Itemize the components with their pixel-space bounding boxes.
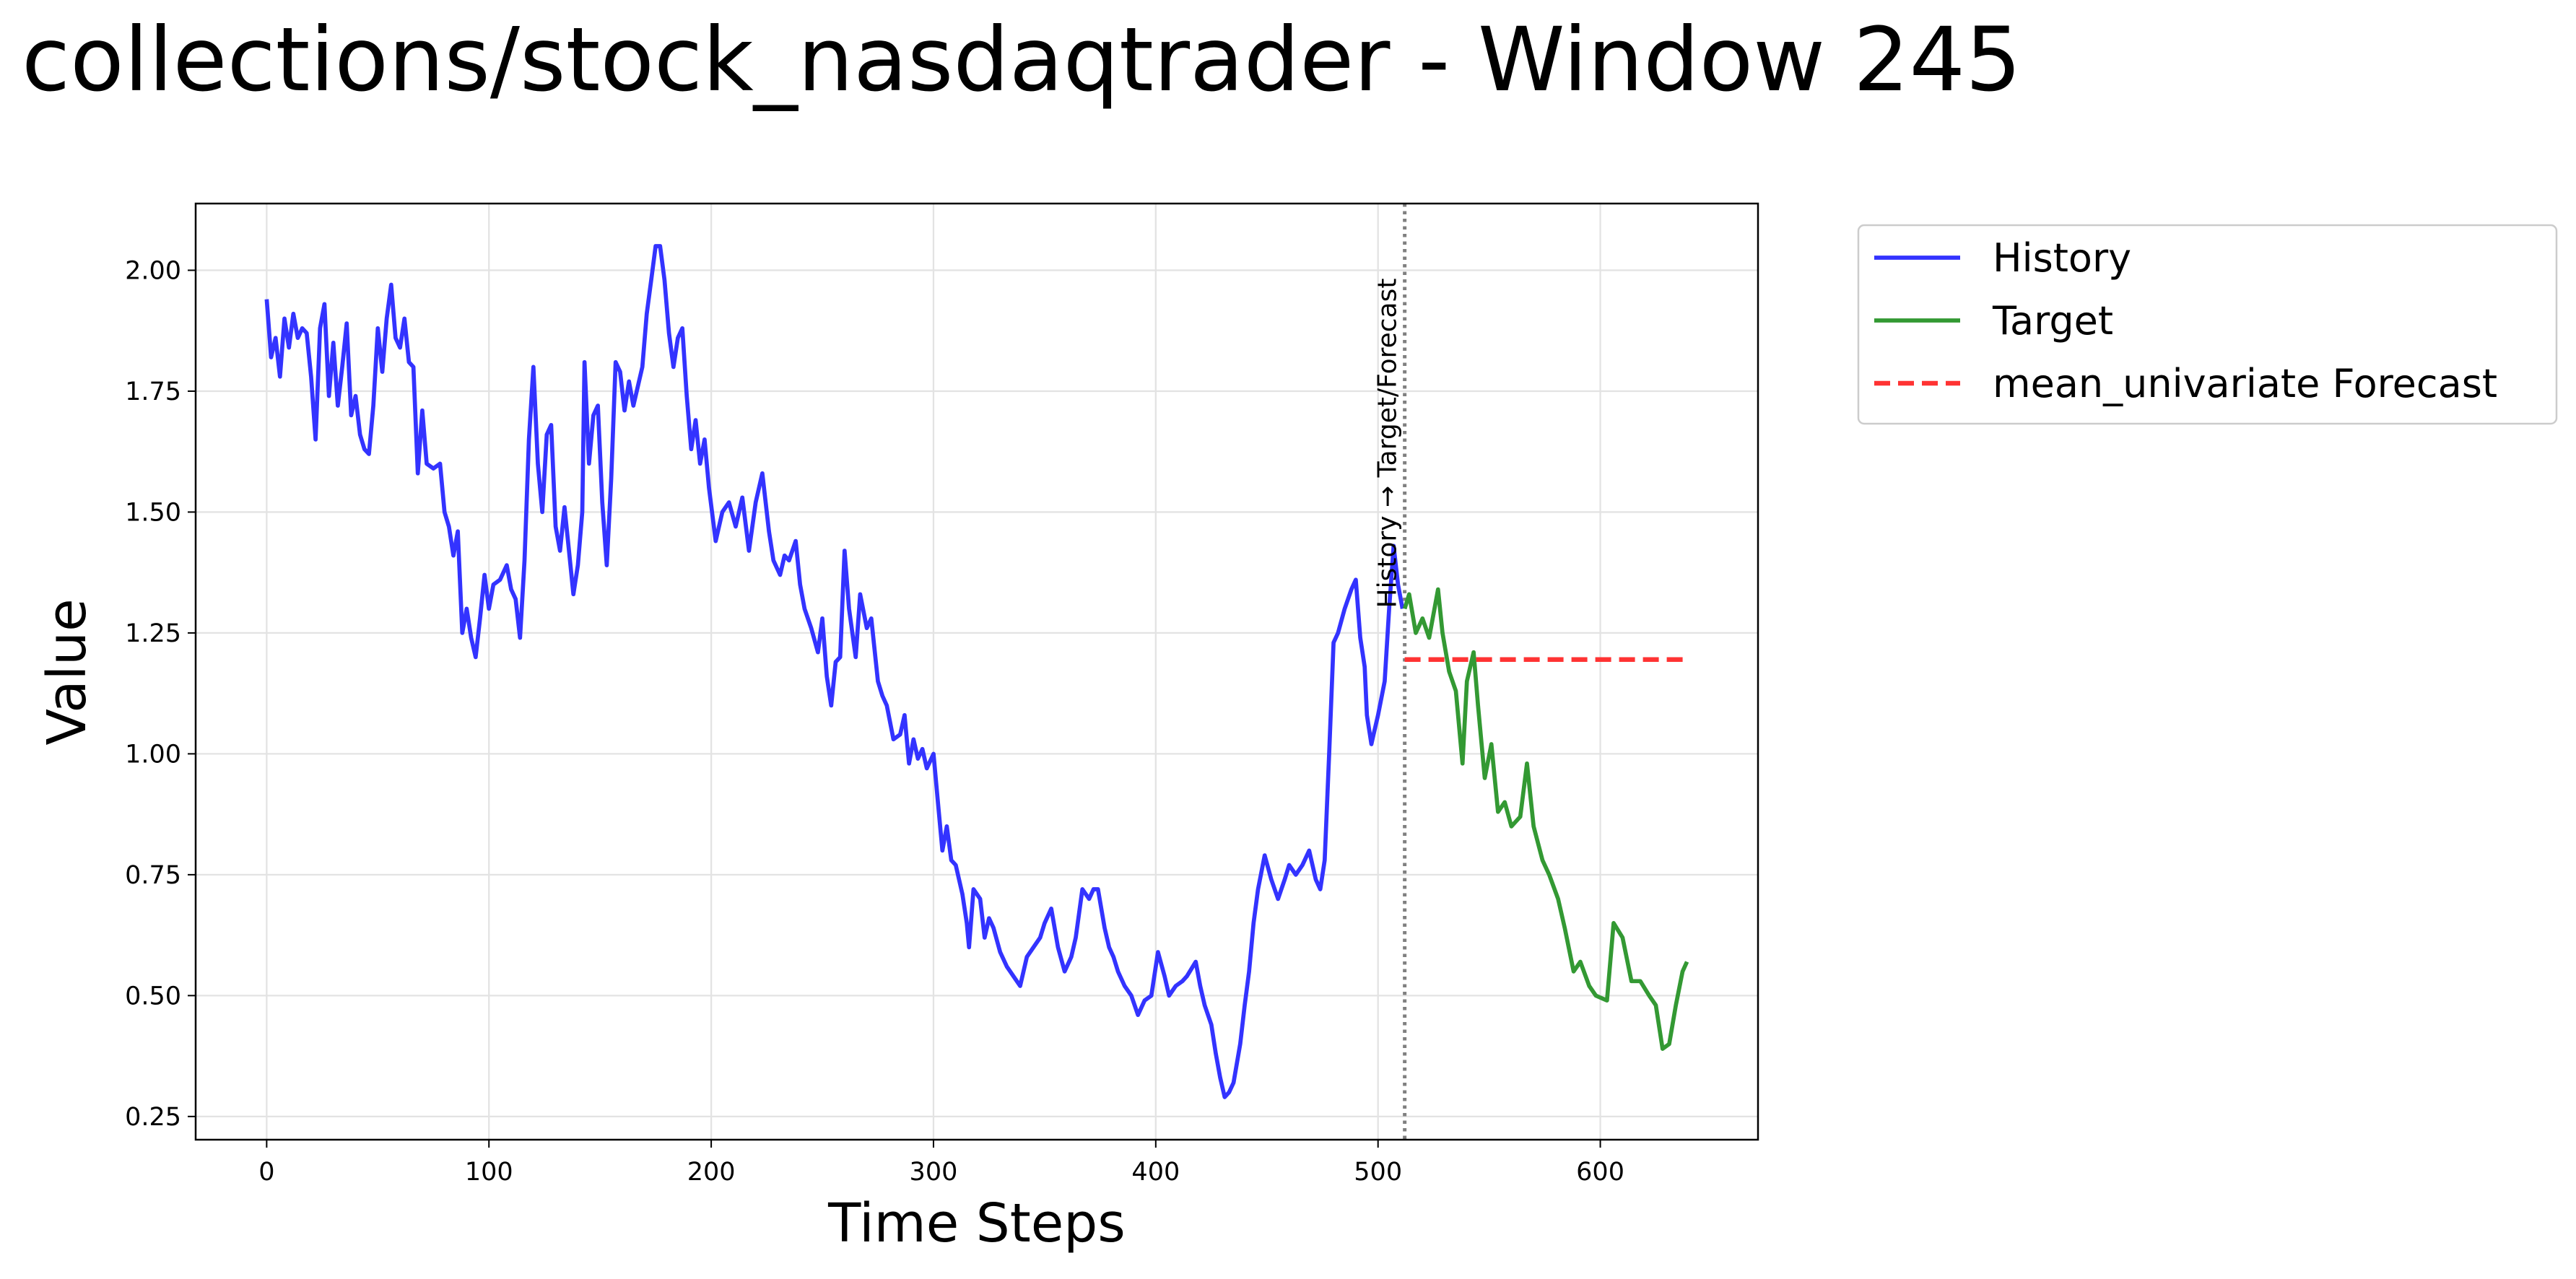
x-axis-label: Time Steps [827,1192,1126,1254]
y-tick-label: 1.00 [125,740,181,769]
divider-label: History → Target/Forecast [1373,279,1403,608]
x-tick-label: 300 [910,1158,958,1187]
y-tick-label: 1.25 [125,619,181,648]
y-tick-label: 0.25 [125,1103,181,1132]
y-tick-label: 2.00 [125,256,181,285]
y-tick-label: 0.75 [125,861,181,890]
plot-frame [194,202,1759,1141]
legend-label: Target [1992,298,2113,344]
legend-box [1857,224,2558,425]
series-line [1402,587,1689,1051]
x-tick-label: 200 [687,1158,736,1187]
legend-label: mean_univariate Forecast [1993,361,2497,406]
x-tick-label: 0 [258,1158,274,1187]
y-axis-label: Value [36,598,98,745]
y-tick-label: 1.75 [125,377,181,406]
chart-title: collections/stock_nasdaqtrader - Window … [22,9,2022,111]
x-tick-label: 400 [1131,1158,1180,1187]
series-line [264,244,1405,1099]
x-tick-label: 500 [1354,1158,1402,1187]
x-tick-label: 600 [1576,1158,1624,1187]
x-tick-label: 100 [465,1158,513,1187]
legend-label: History [1993,235,2131,281]
y-tick-label: 0.50 [125,982,181,1010]
y-tick-label: 1.50 [125,498,181,527]
